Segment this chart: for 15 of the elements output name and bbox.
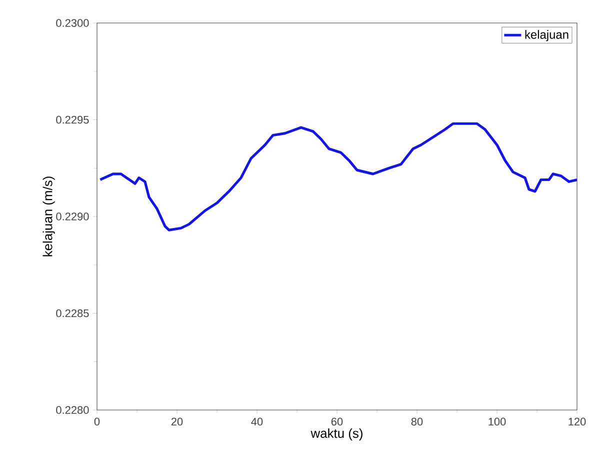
y-tick-label: 0.2290 (56, 212, 89, 220)
x-tick-label: 0 (94, 418, 100, 426)
y-tick-label: 0.2280 (56, 406, 89, 414)
x-tick-label: 60 (331, 418, 343, 426)
x-tick-label: 120 (568, 418, 586, 426)
y-tick-label: 0.2285 (56, 309, 89, 318)
x-axis-title: waktu (s) (310, 428, 362, 440)
y-tick-label: 0.2300 (56, 19, 89, 27)
legend-label: kelajuan (525, 30, 568, 42)
y-tick-label: 0.2295 (56, 116, 89, 124)
x-tick-label: 40 (251, 418, 263, 426)
x-tick-label: 20 (171, 418, 183, 426)
y-axis-title: kelajuan (m/s) (42, 176, 55, 256)
x-tick-label: 80 (411, 418, 423, 426)
x-tick-label: 100 (488, 418, 506, 426)
